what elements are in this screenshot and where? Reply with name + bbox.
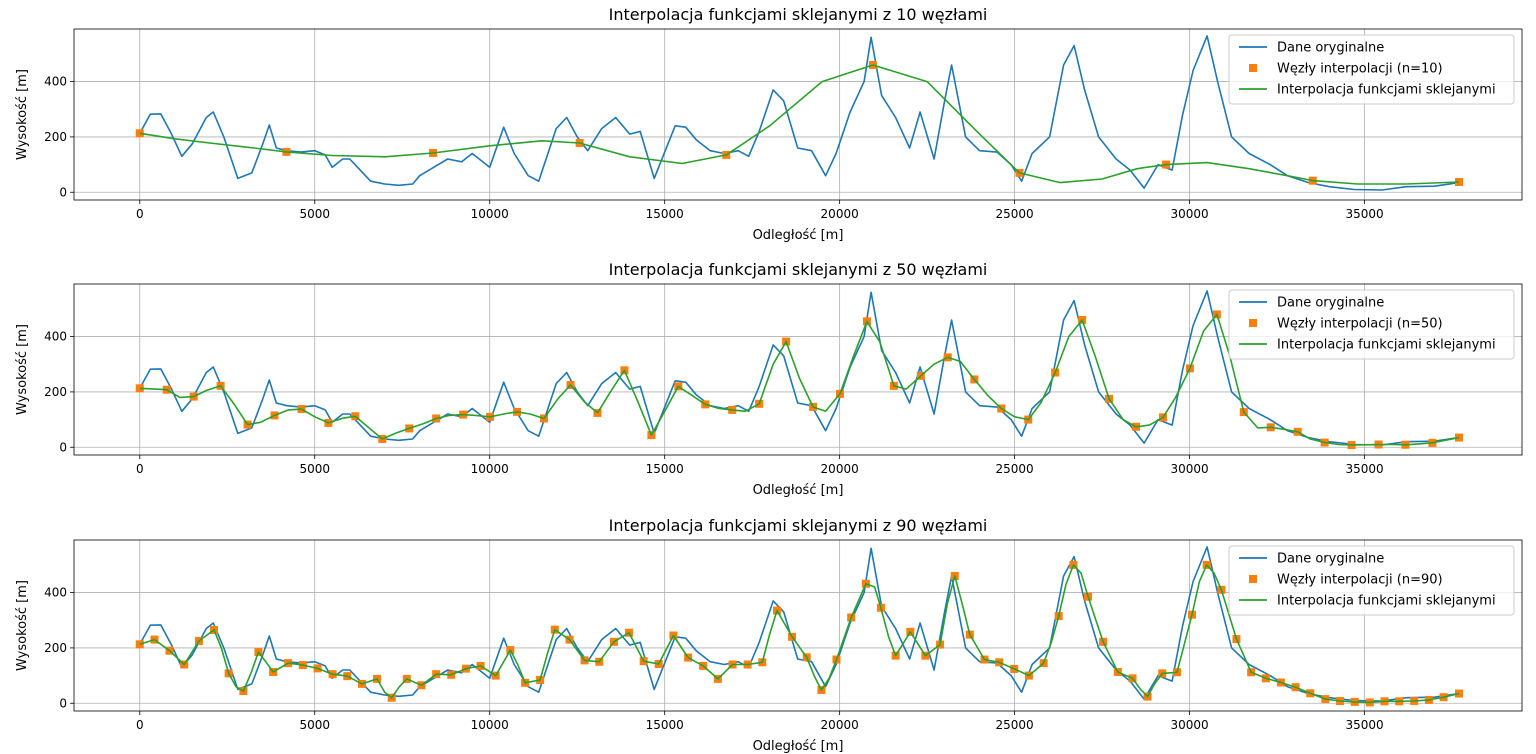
node-marker [1455,433,1464,442]
x-tick-label: 15000 [646,718,684,732]
x-axis-label: Odległość [m] [753,228,844,243]
node-marker [135,384,144,393]
legend-item: Interpolacja funkcjami sklejanymi [1239,338,1496,353]
series-spline-line [139,564,1460,704]
legend-item: Węzły interpolacji (n=90) [1249,573,1443,588]
legend-label: Dane oryginalne [1277,41,1384,56]
chart-2: 0 5000 10000 15000 20000 25000 30000 35000 0 200 4… [15,260,1523,498]
y-tick-label: 400 [44,75,67,89]
x-tick-label: 35000 [1345,207,1383,221]
y-axis-label: Wysokość [m] [15,69,30,160]
x-tick-label: 30000 [1170,718,1208,732]
plot-area [135,546,1464,707]
y-tick-label: 200 [44,130,67,144]
chart-title: Interpolacja funkcjami sklejanymi z 90 w… [609,516,988,535]
y-tick-label: 0 [59,696,67,710]
y-tick-label: 200 [44,385,67,399]
legend-label: Interpolacja funkcjami sklejanymi [1277,83,1496,98]
legend-box [1228,34,1515,105]
y-tick-label: 400 [44,330,67,344]
legend-label: Interpolacja funkcjami sklejanymi [1277,338,1496,353]
chart-title: Interpolacja funkcjami sklejanymi z 50 w… [609,260,988,279]
legend-item: Dane oryginalne [1239,552,1384,567]
legend-label: Węzły interpolacji (n=90) [1277,573,1443,588]
x-tick-label: 5000 [299,462,330,476]
y-tick-label: 200 [44,641,67,655]
legend-item: Interpolacja funkcjami sklejanymi [1239,594,1496,609]
x-tick-label: 35000 [1345,462,1383,476]
axes-frame [73,28,1523,201]
node-marker [1455,689,1464,698]
legend-item: Dane oryginalne [1239,41,1384,56]
legend-box [1228,289,1515,360]
x-tick-label: 35000 [1345,718,1383,732]
legend-item: Węzły interpolacji (n=50) [1249,317,1443,332]
axes-frame [73,283,1523,456]
chart-3: 0 5000 10000 15000 20000 25000 30000 35000 0 200 4… [15,516,1523,754]
x-tick-label: 30000 [1170,462,1208,476]
grid [74,284,1522,455]
node-marker [135,640,144,649]
legend-marker-swatch [1249,575,1257,583]
y-tick-label: 0 [59,185,67,199]
x-tick-label: 25000 [996,462,1034,476]
plot-area [135,35,1464,191]
x-tick-label: 0 [136,718,144,732]
x-tick-label: 25000 [996,718,1034,732]
legend-item: Dane oryginalne [1239,296,1384,311]
legend-label: Węzły interpolacji (n=10) [1277,62,1443,77]
legend: Dane oryginalne Węzły interpolacji (n=90)… [1228,545,1515,616]
x-axis-label: Odległość [m] [753,483,844,498]
series-spline-line [139,64,1460,185]
legend-item: Węzły interpolacji (n=10) [1249,62,1443,77]
y-tick-label: 0 [59,440,67,454]
legend-item: Interpolacja funkcjami sklejanymi [1239,83,1496,98]
series-spline-line [139,313,1460,446]
legend-box [1228,545,1515,616]
x-tick-label: 15000 [646,462,684,476]
chart-title: Interpolacja funkcjami sklejanymi z 10 w… [609,5,988,24]
node-marker [135,129,144,138]
x-tick-label: 10000 [471,207,509,221]
y-axis-label: Wysokość [m] [15,324,30,415]
legend-marker-swatch [1249,319,1257,327]
x-tick-label: 25000 [996,207,1034,221]
x-tick-label: 0 [136,462,144,476]
legend: Dane oryginalne Węzły interpolacji (n=50)… [1228,289,1515,360]
x-axis-label: Odległość [m] [753,739,844,754]
y-axis-label: Wysokość [m] [15,580,30,671]
series-original-line [139,546,1460,702]
plot-area [135,290,1464,450]
node-marker [1455,178,1464,187]
legend-label: Węzły interpolacji (n=50) [1277,317,1443,332]
x-tick-label: 20000 [821,207,859,221]
axes-frame [73,539,1523,712]
legend-label: Dane oryginalne [1277,296,1384,311]
x-tick-label: 5000 [299,207,330,221]
legend-label: Dane oryginalne [1277,552,1384,567]
x-tick-label: 20000 [821,718,859,732]
x-tick-label: 5000 [299,718,330,732]
y-tick-label: 400 [44,586,67,600]
x-tick-label: 10000 [471,718,509,732]
x-tick-label: 10000 [471,462,509,476]
legend: Dane oryginalne Węzły interpolacji (n=10)… [1228,34,1515,105]
legend-marker-swatch [1249,64,1257,72]
legend-label: Interpolacja funkcjami sklejanymi [1277,594,1496,609]
x-tick-label: 0 [136,207,144,221]
chart-1: 0 5000 10000 15000 20000 25000 30000 35000 0 200 4… [15,5,1523,243]
x-tick-label: 15000 [646,207,684,221]
x-tick-label: 20000 [821,462,859,476]
x-tick-label: 30000 [1170,207,1208,221]
